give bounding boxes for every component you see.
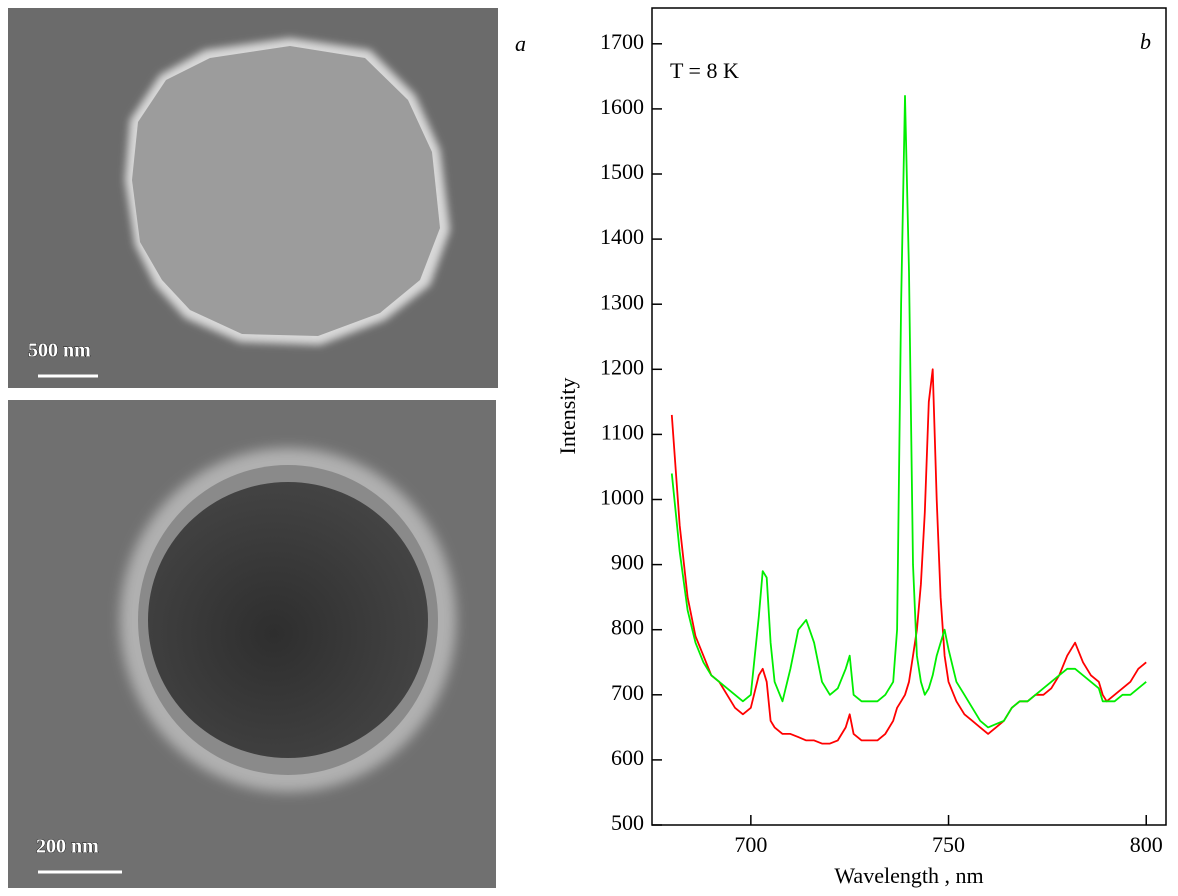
y-tick-label: 500 [611,810,644,835]
x-tick-label: 700 [734,832,767,857]
x-tick-label: 750 [932,832,965,857]
y-tick-label: 600 [611,745,644,770]
spectrum-line [670,368,1147,745]
y-tick-label: 1100 [601,419,644,444]
y-tick-label: 800 [611,615,644,640]
y-tick-label: 1500 [600,159,644,184]
y-tick-label: 1700 [600,29,644,54]
x-axis-label: Wavelength , nm [834,863,983,888]
panel-label: a [515,31,526,56]
x-tick-label: 800 [1130,832,1163,857]
panel-label: b [1140,29,1151,54]
y-tick-label: 1300 [600,289,644,314]
sem-image-top: 500 nm [8,8,498,388]
y-axis-label: Intensity [555,378,580,455]
plot-frame [651,7,1167,826]
scale-label: 200 nm [36,836,99,858]
scale-label: 500 nm [28,340,91,362]
spectrum-line [670,95,1147,729]
y-tick-label: 1400 [600,224,644,249]
y-tick-label: 900 [611,550,644,575]
annotation: T = 8 K [670,58,739,83]
y-tick-label: 1200 [600,354,644,379]
y-tick-label: 700 [611,680,644,705]
y-tick-label: 1600 [600,94,644,119]
y-tick-label: 1000 [600,485,644,510]
sem-image-bottom: 200 nm [8,400,496,888]
